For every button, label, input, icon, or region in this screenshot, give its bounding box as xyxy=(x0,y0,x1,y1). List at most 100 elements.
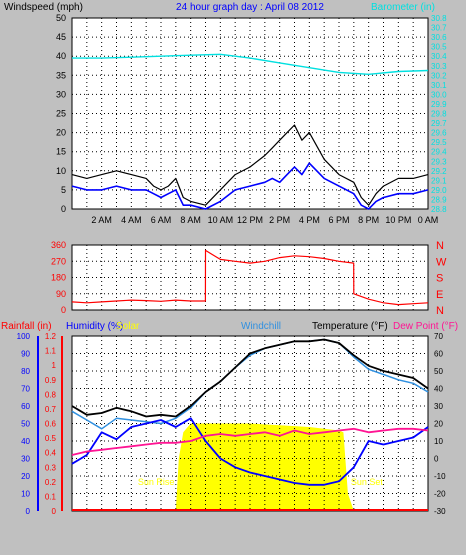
barometer-tick-label: 29.5 xyxy=(431,138,447,147)
rainfall-tick-label: 0.8 xyxy=(45,390,57,399)
rainfall-tick-label: 0 xyxy=(52,507,57,516)
humidity-tick-label: 90 xyxy=(21,350,30,359)
windspeed-tick-label: 10 xyxy=(56,166,66,176)
temperature-tick-label: -30 xyxy=(434,507,446,516)
barometer-tick-label: 30.5 xyxy=(431,43,447,52)
rainfall-tick-label: 1 xyxy=(52,361,57,370)
barometer-tick-label: 30.2 xyxy=(431,71,447,80)
rainfall-tick-label: 0.7 xyxy=(45,405,57,414)
gust-line xyxy=(71,124,429,206)
windspeed-tick-label: 30 xyxy=(56,89,66,99)
temperature-line xyxy=(71,338,429,418)
time-tick-label: 4 AM xyxy=(121,215,142,225)
time-tick-label: 4 PM xyxy=(299,215,320,225)
barometer-tick-label: 30.4 xyxy=(431,52,447,61)
time-tick-label: 2 PM xyxy=(269,215,290,225)
humidity-tick-label: 80 xyxy=(21,367,30,376)
temperature-tick-label: -20 xyxy=(434,490,446,499)
rainfall-tick-label: 0.9 xyxy=(45,376,57,385)
time-tick-label: 8 PM xyxy=(358,215,379,225)
humidity-tick-label: 0 xyxy=(26,507,31,516)
sunrise-label: Sun Rise xyxy=(138,477,175,487)
time-tick-label: 8 AM xyxy=(180,215,201,225)
time-tick-label: 6 AM xyxy=(151,215,172,225)
compass-label: N xyxy=(436,305,444,317)
direction-tick-label: 270 xyxy=(51,256,66,266)
barometer-line xyxy=(72,53,429,76)
rainfall-tick-label: 0.5 xyxy=(45,434,57,443)
direction-tick-label: 90 xyxy=(56,289,66,299)
rainfall-tick-label: 0.4 xyxy=(45,449,57,458)
compass-label: S xyxy=(436,273,443,285)
compass-label: W xyxy=(436,256,447,268)
solar-area xyxy=(72,423,428,511)
humidity-tick-label: 30 xyxy=(21,455,30,464)
barometer-tick-label: 29.1 xyxy=(431,176,447,185)
direction-tick-label: 0 xyxy=(61,305,66,315)
temperature-axis-label: Temperature (°F) xyxy=(312,321,388,332)
time-tick-label: 0 AM xyxy=(418,215,439,225)
compass-label: N xyxy=(436,240,444,252)
windchill-axis-label: Windchill xyxy=(241,321,281,332)
chart-title: 24 hour graph day : April 08 2012 xyxy=(176,2,324,13)
windspeed-tick-label: 25 xyxy=(56,109,66,119)
barometer-tick-label: 29.7 xyxy=(431,119,447,128)
temperature-tick-label: 0 xyxy=(434,455,439,464)
temperature-tick-label: 60 xyxy=(434,350,443,359)
rainfall-tick-label: 0.1 xyxy=(45,492,57,501)
barometer-tick-label: 30.6 xyxy=(431,33,447,42)
dewpoint-axis-label: Dew Point (°F) xyxy=(393,321,458,332)
rainfall-tick-label: 1.2 xyxy=(45,332,57,341)
temperature-tick-label: 20 xyxy=(434,420,443,429)
windspeed-tick-label: 50 xyxy=(56,13,66,23)
direction-tick-label: 180 xyxy=(51,273,66,283)
compass-label: E xyxy=(436,289,443,301)
humidity-tick-label: 50 xyxy=(21,420,30,429)
temperature-tick-label: 30 xyxy=(434,402,443,411)
barometer-tick-label: 28.9 xyxy=(431,195,447,204)
barometer-tick-label: 29.8 xyxy=(431,110,447,119)
time-tick-label: 12 PM xyxy=(237,215,263,225)
time-tick-label: 10 AM xyxy=(208,215,234,225)
time-tick-label: 2 AM xyxy=(91,215,112,225)
wind-direction-line xyxy=(71,249,429,306)
temperature-tick-label: 50 xyxy=(434,367,443,376)
barometer-tick-label: 29.3 xyxy=(431,157,447,166)
humidity-tick-label: 70 xyxy=(21,385,30,394)
temperature-tick-label: -10 xyxy=(434,472,446,481)
windspeed-tick-label: 45 xyxy=(56,32,66,42)
barometer-tick-label: 29.4 xyxy=(431,148,447,157)
temp-humidity-solar-panel: 0 0.1 0.2 0.3 0.4 0.5 0.6 0.7 0.8 0.9 1 1.1 1.2 0 10 20… xyxy=(17,332,446,516)
rainfall-axis-label: Rainfall (in) xyxy=(1,321,52,332)
windspeed-tick-label: 15 xyxy=(56,147,66,157)
barometer-tick-label: 29.6 xyxy=(431,129,447,138)
windspeed-line xyxy=(71,162,429,210)
rainfall-tick-label: 0.6 xyxy=(45,420,57,429)
sunset-label: Sun Set xyxy=(351,477,384,487)
humidity-axis-label: Humidity (%) xyxy=(66,321,123,332)
solar-axis-label: Solar xyxy=(116,321,140,332)
humidity-tick-label: 40 xyxy=(21,437,30,446)
barometer-tick-label: 30.7 xyxy=(431,24,447,33)
wind-barometer-panel: 0 5 10 15 20 25 30 35 40 45 50 28.828.929.029.129.2… xyxy=(56,13,447,225)
humidity-tick-label: 10 xyxy=(21,490,30,499)
temperature-tick-label: 40 xyxy=(434,385,443,394)
windspeed-tick-label: 0 xyxy=(61,204,66,214)
humidity-tick-label: 100 xyxy=(17,332,31,341)
time-tick-label: 6 PM xyxy=(328,215,349,225)
barometer-tick-label: 30.3 xyxy=(431,62,447,71)
temperature-tick-label: 70 xyxy=(434,332,443,341)
rainfall-tick-label: 0.2 xyxy=(45,478,57,487)
barometer-axis-label: Barometer (in) xyxy=(371,2,435,13)
barometer-tick-label: 30.0 xyxy=(431,90,447,99)
direction-tick-label: 360 xyxy=(51,240,66,250)
humidity-tick-label: 60 xyxy=(21,402,30,411)
barometer-tick-label: 30.1 xyxy=(431,81,447,90)
barometer-tick-label: 29.9 xyxy=(431,100,447,109)
barometer-tick-label: 30.8 xyxy=(431,14,447,23)
rainfall-tick-label: 1.1 xyxy=(45,347,57,356)
windspeed-tick-label: 5 xyxy=(61,185,66,195)
windspeed-axis-label: Windspeed (mph) xyxy=(4,2,83,13)
